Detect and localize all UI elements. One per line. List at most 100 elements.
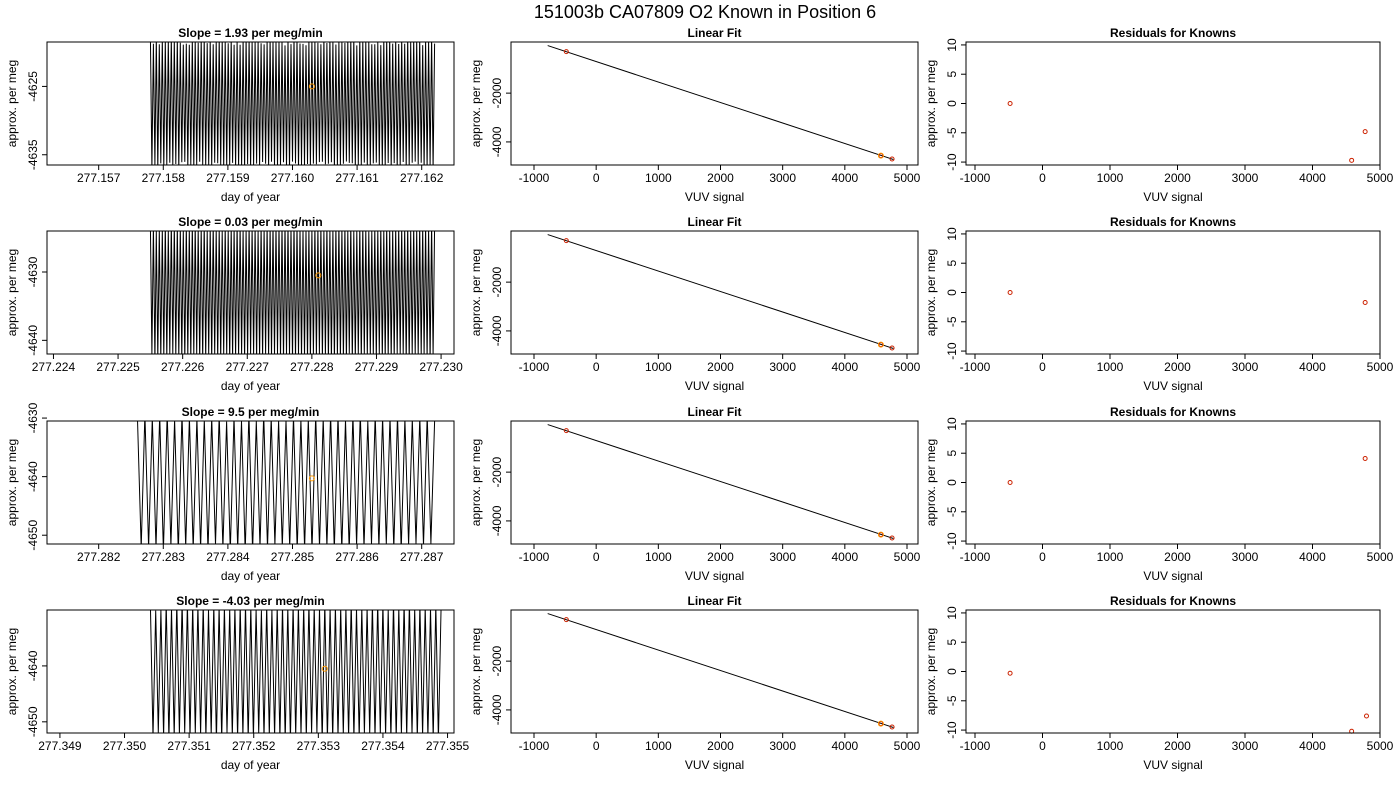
x-tick-label: 1000 (645, 171, 672, 185)
x-tick-label: 277.352 (232, 739, 276, 753)
figure-title: 151003b CA07809 O2 Known in Position 6 (534, 2, 876, 22)
plot-frame (46, 230, 455, 355)
x-tick-label: 277.350 (103, 739, 147, 753)
x-tick-label: 277.226 (161, 360, 205, 374)
plot-frame (965, 230, 1381, 355)
y-tick-label: 5 (945, 260, 959, 267)
linear-fit-panel: Linear Fit VUV signal approx. per meg -1000… (469, 26, 921, 204)
plot-frame (46, 609, 455, 734)
panel-title: Slope = 1.93 per meg/min (178, 26, 322, 40)
panel-title: Linear Fit (687, 26, 741, 40)
x-tick-label: -1000 (960, 171, 991, 185)
x-tick-label: 277.285 (271, 550, 315, 564)
linear-fit-panel: Linear Fit VUV signal approx. per meg -1000… (469, 215, 921, 393)
plot-frame (510, 230, 919, 355)
data-trace (149, 231, 436, 354)
x-tick-label: 4000 (831, 360, 858, 374)
y-tick-label: 10 (945, 606, 959, 620)
x-tick-label: 2000 (707, 171, 734, 185)
x-axis-label: day of year (221, 379, 280, 393)
y-tick-label: -10 (945, 721, 959, 739)
y-tick-label: 0 (945, 100, 959, 107)
x-tick-label: 4000 (1299, 171, 1326, 185)
x-tick-label: 277.286 (335, 550, 379, 564)
x-tick-label: 2000 (1164, 550, 1191, 564)
x-tick-label: 5000 (1367, 360, 1394, 374)
x-tick-label: 277.354 (361, 739, 405, 753)
x-axis-label: VUV signal (685, 569, 744, 583)
mean-marker (321, 665, 328, 672)
x-tick-label: 5000 (894, 360, 921, 374)
residual-point (1349, 157, 1355, 163)
panel-title: Slope = -4.03 per meg/min (176, 594, 324, 608)
x-tick-label: 1000 (645, 360, 672, 374)
mean-marker (308, 475, 315, 482)
x-axis-label: VUV signal (1143, 569, 1202, 583)
fit-point (563, 238, 569, 244)
y-tick-label: -4000 (490, 694, 504, 725)
y-tick-label: -4650 (26, 520, 40, 551)
fit-point (563, 49, 569, 55)
y-tick-label: -4000 (490, 126, 504, 157)
y-axis-label: approx. per meg (924, 60, 938, 147)
panel-title: Residuals for Knowns (1110, 594, 1236, 608)
x-tick-label: 2000 (1164, 360, 1191, 374)
x-tick-label: 4000 (1299, 360, 1326, 374)
panel-title: Linear Fit (687, 405, 741, 419)
x-tick-label: 2000 (707, 550, 734, 564)
fit-point (889, 345, 895, 351)
x-tick-label: 3000 (1232, 360, 1259, 374)
y-tick-label: -4000 (490, 505, 504, 536)
x-tick-label: 3000 (1232, 550, 1259, 564)
fit-point (889, 535, 895, 541)
y-tick-label: -5 (945, 127, 959, 138)
linear-fit-panel: Linear Fit VUV signal approx. per meg -1000… (469, 594, 921, 772)
y-tick-label: -4635 (26, 139, 40, 170)
x-tick-label: 4000 (1299, 550, 1326, 564)
x-axis-label: day of year (221, 190, 280, 204)
y-tick-label: 0 (945, 668, 959, 675)
x-tick-label: 277.351 (167, 739, 211, 753)
x-tick-label: 1000 (1097, 360, 1124, 374)
y-tick-label: -4630 (26, 402, 40, 433)
x-tick-label: -1000 (960, 739, 991, 753)
x-axis-label: VUV signal (1143, 758, 1202, 772)
fit-point (563, 617, 569, 623)
x-tick-label: 0 (1039, 171, 1046, 185)
x-tick-label: 5000 (894, 550, 921, 564)
x-axis-label: VUV signal (685, 758, 744, 772)
x-tick-label: 0 (593, 739, 600, 753)
y-tick-label: -10 (945, 153, 959, 171)
residual-point (1362, 455, 1368, 461)
y-axis-label: approx. per meg (469, 60, 483, 147)
y-tick-label: 10 (945, 227, 959, 241)
panel-title: Slope = 9.5 per meg/min (182, 405, 320, 419)
residuals-panel: Residuals for Knowns VUV signal approx. pe… (924, 405, 1394, 583)
y-axis-label: approx. per meg (5, 439, 19, 526)
y-tick-label: -2000 (490, 456, 504, 487)
x-tick-label: 3000 (769, 171, 796, 185)
plot-frame (965, 609, 1381, 734)
x-tick-label: 277.229 (355, 360, 399, 374)
panel-title: Linear Fit (687, 594, 741, 608)
residual-point (1007, 290, 1013, 295)
fit-line (547, 45, 894, 160)
x-tick-label: -1000 (519, 550, 550, 564)
y-axis-label: approx. per meg (924, 439, 938, 526)
panel-title: Residuals for Knowns (1110, 26, 1236, 40)
residuals-panel: Residuals for Knowns VUV signal approx. pe… (924, 215, 1394, 393)
x-tick-label: 1000 (1097, 550, 1124, 564)
data-trace (149, 42, 436, 165)
fit-point (563, 428, 569, 434)
x-tick-label: 2000 (1164, 739, 1191, 753)
x-tick-label: 277.227 (226, 360, 270, 374)
x-tick-label: 0 (593, 171, 600, 185)
y-tick-label: -5 (945, 316, 959, 327)
panel-title: Residuals for Knowns (1110, 405, 1236, 419)
plot-frame (965, 41, 1381, 166)
plot-frame (510, 420, 919, 545)
y-tick-label: 0 (945, 479, 959, 486)
x-tick-label: 277.283 (142, 550, 186, 564)
x-tick-label: 277.158 (142, 171, 186, 185)
